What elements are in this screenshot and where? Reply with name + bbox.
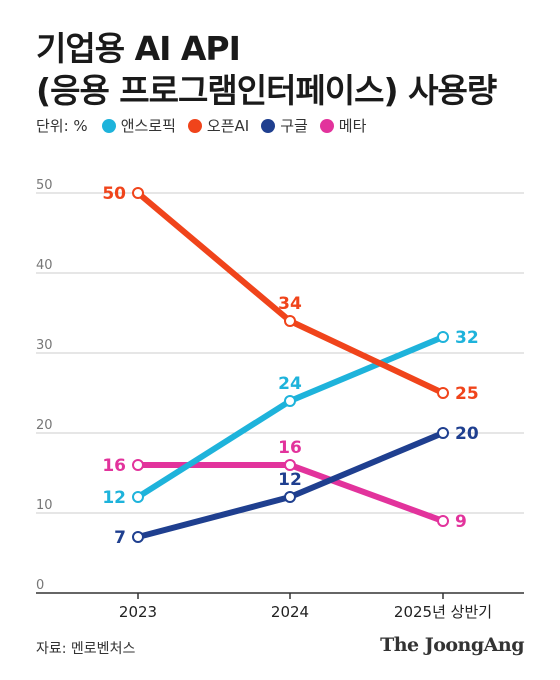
data-point-google	[132, 531, 144, 543]
legend-swatch-meta	[319, 118, 334, 133]
data-point-meta	[284, 459, 296, 471]
legend: 단위: % 앤스로픽 오픈AI 구글 메타	[36, 115, 378, 136]
data-label-meta: 9	[455, 512, 467, 532]
legend-label-meta: 메타	[338, 117, 367, 135]
data-label-google: 12	[278, 470, 302, 490]
y-tick-label: 10	[36, 498, 53, 513]
data-point-anthropic	[132, 491, 144, 503]
chart-title: 기업용 AI API (응용 프로그램인터페이스) 사용량	[36, 28, 497, 112]
data-point-openai	[437, 387, 449, 399]
y-tick-label: 50	[36, 178, 53, 193]
series-line-openai	[135, 190, 446, 396]
brand-logo: The JoongAng	[380, 634, 524, 656]
data-label-meta: 16	[102, 456, 126, 476]
y-tick-label: 40	[36, 258, 53, 273]
legend-swatch-openai	[187, 118, 202, 133]
y-tick-label: 20	[36, 418, 53, 433]
legend-label-anthropic: 앤스로픽	[120, 117, 176, 135]
x-tick-label: 2023	[119, 603, 157, 621]
legend-item-google: 구글	[261, 115, 308, 136]
data-label-google: 20	[455, 424, 479, 444]
legend-label-google: 구글	[280, 117, 308, 135]
y-tick-label: 30	[36, 338, 53, 353]
data-label-anthropic: 12	[102, 488, 126, 508]
data-point-anthropic	[284, 395, 296, 407]
title-line-2: (응용 프로그램인터페이스) 사용량	[36, 71, 497, 110]
data-label-openai: 50	[102, 184, 126, 204]
data-point-anthropic	[437, 331, 449, 343]
data-point-openai	[284, 315, 296, 327]
x-tick-label: 2024	[271, 603, 309, 621]
y-tick-label: 0	[36, 578, 44, 593]
unit-label: 단위: %	[36, 117, 88, 135]
data-label-anthropic: 32	[455, 328, 479, 348]
legend-swatch-anthropic	[101, 118, 116, 133]
legend-item-meta: 메타	[319, 115, 367, 136]
data-point-openai	[132, 187, 144, 199]
legend-item-openai: 오픈AI	[187, 115, 250, 136]
data-label-anthropic: 24	[278, 374, 302, 394]
data-label-google: 7	[114, 528, 126, 548]
data-label-meta: 16	[278, 438, 302, 458]
legend-swatch-google	[261, 118, 276, 133]
legend-item-anthropic: 앤스로픽	[101, 115, 176, 136]
data-point-google	[284, 491, 296, 503]
data-point-meta	[132, 459, 144, 471]
title-line-1: 기업용 AI API	[36, 29, 241, 68]
legend-label-openai: 오픈AI	[206, 117, 250, 135]
data-label-openai: 34	[278, 294, 302, 314]
data-point-google	[437, 427, 449, 439]
x-tick-label: 2025년 상반기	[394, 603, 492, 621]
source-note: 자료: 멘로벤처스	[36, 641, 136, 657]
data-point-meta	[437, 515, 449, 527]
data-label-openai: 25	[455, 384, 479, 404]
